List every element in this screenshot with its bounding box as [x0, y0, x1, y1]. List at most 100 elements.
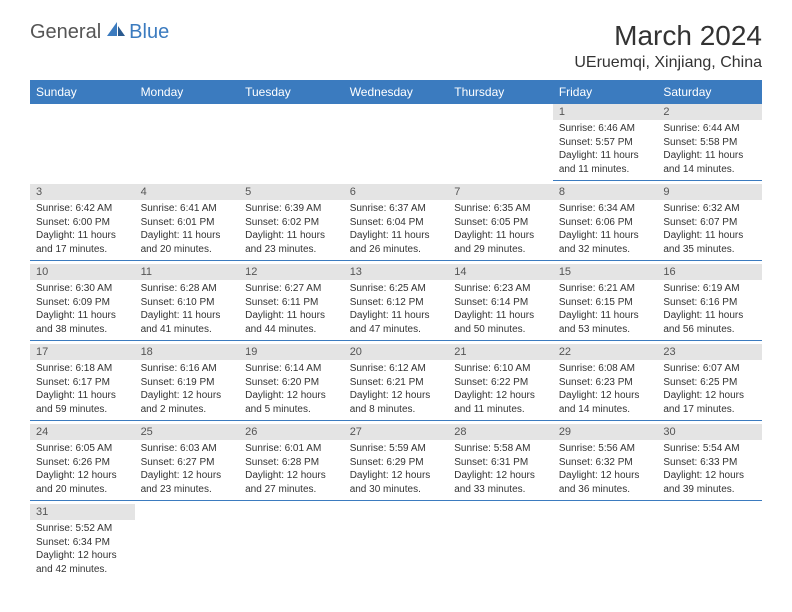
calendar-day-cell: 11Sunrise: 6:28 AMSunset: 6:10 PMDayligh…	[135, 264, 240, 344]
day-details: Sunrise: 6:42 AMSunset: 6:00 PMDaylight:…	[30, 200, 135, 261]
sunrise-line: Sunrise: 6:08 AM	[559, 362, 652, 376]
calendar-day-cell: 9Sunrise: 6:32 AMSunset: 6:07 PMDaylight…	[657, 184, 762, 264]
sunset-line: Sunset: 6:34 PM	[36, 536, 129, 550]
sunset-line: Sunset: 6:32 PM	[559, 456, 652, 470]
calendar-empty-cell	[239, 104, 344, 184]
calendar-day-cell: 26Sunrise: 6:01 AMSunset: 6:28 PMDayligh…	[239, 424, 344, 504]
calendar-day-cell: 12Sunrise: 6:27 AMSunset: 6:11 PMDayligh…	[239, 264, 344, 344]
sunrise-line: Sunrise: 5:58 AM	[454, 442, 547, 456]
day-number: 7	[448, 184, 553, 200]
location-text: UEruemqi, Xinjiang, China	[574, 54, 762, 72]
sunset-line: Sunset: 6:25 PM	[663, 376, 756, 390]
day-number: 2	[657, 104, 762, 120]
daylight-line: Daylight: 12 hours and 2 minutes.	[141, 389, 234, 416]
calendar-day-cell: 22Sunrise: 6:08 AMSunset: 6:23 PMDayligh…	[553, 344, 658, 424]
day-details: Sunrise: 6:28 AMSunset: 6:10 PMDaylight:…	[135, 280, 240, 341]
daylight-line: Daylight: 11 hours and 41 minutes.	[141, 309, 234, 336]
daylight-line: Daylight: 11 hours and 32 minutes.	[559, 229, 652, 256]
day-details: Sunrise: 6:35 AMSunset: 6:05 PMDaylight:…	[448, 200, 553, 261]
sunset-line: Sunset: 6:06 PM	[559, 216, 652, 230]
calendar-day-cell: 31Sunrise: 5:52 AMSunset: 6:34 PMDayligh…	[30, 504, 135, 584]
calendar-empty-cell	[344, 104, 449, 184]
sunset-line: Sunset: 6:22 PM	[454, 376, 547, 390]
sunset-line: Sunset: 6:20 PM	[245, 376, 338, 390]
sunset-line: Sunset: 6:05 PM	[454, 216, 547, 230]
sunrise-line: Sunrise: 6:07 AM	[663, 362, 756, 376]
daylight-line: Daylight: 11 hours and 47 minutes.	[350, 309, 443, 336]
day-details: Sunrise: 6:21 AMSunset: 6:15 PMDaylight:…	[553, 280, 658, 341]
calendar-week-row: 17Sunrise: 6:18 AMSunset: 6:17 PMDayligh…	[30, 344, 762, 424]
calendar-day-cell: 29Sunrise: 5:56 AMSunset: 6:32 PMDayligh…	[553, 424, 658, 504]
sunrise-line: Sunrise: 6:30 AM	[36, 282, 129, 296]
sunrise-line: Sunrise: 6:03 AM	[141, 442, 234, 456]
sunset-line: Sunset: 5:58 PM	[663, 136, 756, 150]
calendar-body: 1Sunrise: 6:46 AMSunset: 5:57 PMDaylight…	[30, 104, 762, 584]
calendar-week-row: 31Sunrise: 5:52 AMSunset: 6:34 PMDayligh…	[30, 504, 762, 584]
daylight-line: Daylight: 12 hours and 11 minutes.	[454, 389, 547, 416]
sunrise-line: Sunrise: 6:23 AM	[454, 282, 547, 296]
day-details: Sunrise: 5:58 AMSunset: 6:31 PMDaylight:…	[448, 440, 553, 501]
day-details: Sunrise: 6:01 AMSunset: 6:28 PMDaylight:…	[239, 440, 344, 501]
sunset-line: Sunset: 6:09 PM	[36, 296, 129, 310]
sunset-line: Sunset: 6:28 PM	[245, 456, 338, 470]
sunrise-line: Sunrise: 6:19 AM	[663, 282, 756, 296]
sunset-line: Sunset: 6:11 PM	[245, 296, 338, 310]
sunrise-line: Sunrise: 6:27 AM	[245, 282, 338, 296]
calendar-day-cell: 30 Sunrise: 5:54 AMSunset: 6:33 PMDayligh…	[657, 424, 762, 504]
day-number: 27	[344, 424, 449, 440]
sunset-line: Sunset: 6:33 PM	[663, 456, 756, 470]
sunrise-line: Sunrise: 5:54 AM	[663, 442, 756, 456]
daylight-line: Daylight: 11 hours and 35 minutes.	[663, 229, 756, 256]
day-number: 30	[657, 424, 762, 440]
brand-text-2: Blue	[129, 21, 169, 44]
day-number: 14	[448, 264, 553, 280]
day-details: Sunrise: 6:34 AMSunset: 6:06 PMDaylight:…	[553, 200, 658, 261]
calendar-empty-cell	[135, 104, 240, 184]
sunset-line: Sunset: 6:12 PM	[350, 296, 443, 310]
sunset-line: Sunset: 6:04 PM	[350, 216, 443, 230]
day-number: 31	[30, 504, 135, 520]
brand-logo: General Blue	[30, 20, 169, 44]
day-details: Sunrise: 6:03 AMSunset: 6:27 PMDaylight:…	[135, 440, 240, 501]
day-number: 18	[135, 344, 240, 360]
day-number: 28	[448, 424, 553, 440]
day-number: 1	[553, 104, 658, 120]
day-details: Sunrise: 5:52 AMSunset: 6:34 PMDaylight:…	[30, 520, 135, 580]
sunrise-line: Sunrise: 5:56 AM	[559, 442, 652, 456]
title-block: March 2024 UEruemqi, Xinjiang, China	[574, 20, 762, 72]
day-number: 20	[344, 344, 449, 360]
sunrise-line: Sunrise: 6:16 AM	[141, 362, 234, 376]
calendar-day-cell: 6Sunrise: 6:37 AMSunset: 6:04 PMDaylight…	[344, 184, 449, 264]
sunset-line: Sunset: 6:02 PM	[245, 216, 338, 230]
sunrise-line: Sunrise: 6:25 AM	[350, 282, 443, 296]
weekday-header: Monday	[135, 80, 240, 104]
sunrise-line: Sunrise: 6:12 AM	[350, 362, 443, 376]
day-number: 17	[30, 344, 135, 360]
daylight-line: Daylight: 11 hours and 20 minutes.	[141, 229, 234, 256]
sunrise-line: Sunrise: 6:28 AM	[141, 282, 234, 296]
calendar-empty-cell	[553, 504, 658, 584]
day-number: 25	[135, 424, 240, 440]
daylight-line: Daylight: 11 hours and 59 minutes.	[36, 389, 129, 416]
day-details: Sunrise: 6:05 AMSunset: 6:26 PMDaylight:…	[30, 440, 135, 501]
sunrise-line: Sunrise: 6:46 AM	[559, 122, 652, 136]
calendar-day-cell: 3Sunrise: 6:42 AMSunset: 6:00 PMDaylight…	[30, 184, 135, 264]
daylight-line: Daylight: 12 hours and 5 minutes.	[245, 389, 338, 416]
sunrise-line: Sunrise: 6:37 AM	[350, 202, 443, 216]
day-details: Sunrise: 6:16 AMSunset: 6:19 PMDaylight:…	[135, 360, 240, 421]
calendar-day-cell: 1Sunrise: 6:46 AMSunset: 5:57 PMDaylight…	[553, 104, 658, 184]
daylight-line: Daylight: 11 hours and 29 minutes.	[454, 229, 547, 256]
sunset-line: Sunset: 6:16 PM	[663, 296, 756, 310]
calendar-empty-cell	[448, 504, 553, 584]
day-number: 9	[657, 184, 762, 200]
calendar-week-row: 1Sunrise: 6:46 AMSunset: 5:57 PMDaylight…	[30, 104, 762, 184]
calendar-day-cell: 13Sunrise: 6:25 AMSunset: 6:12 PMDayligh…	[344, 264, 449, 344]
day-details: Sunrise: 6:10 AMSunset: 6:22 PMDaylight:…	[448, 360, 553, 421]
sunset-line: Sunset: 6:14 PM	[454, 296, 547, 310]
sunrise-line: Sunrise: 6:39 AM	[245, 202, 338, 216]
calendar-day-cell: 27Sunrise: 5:59 AMSunset: 6:29 PMDayligh…	[344, 424, 449, 504]
sunset-line: Sunset: 6:19 PM	[141, 376, 234, 390]
sunset-line: Sunset: 6:01 PM	[141, 216, 234, 230]
daylight-line: Daylight: 12 hours and 39 minutes.	[663, 469, 756, 496]
calendar-week-row: 3Sunrise: 6:42 AMSunset: 6:00 PMDaylight…	[30, 184, 762, 264]
